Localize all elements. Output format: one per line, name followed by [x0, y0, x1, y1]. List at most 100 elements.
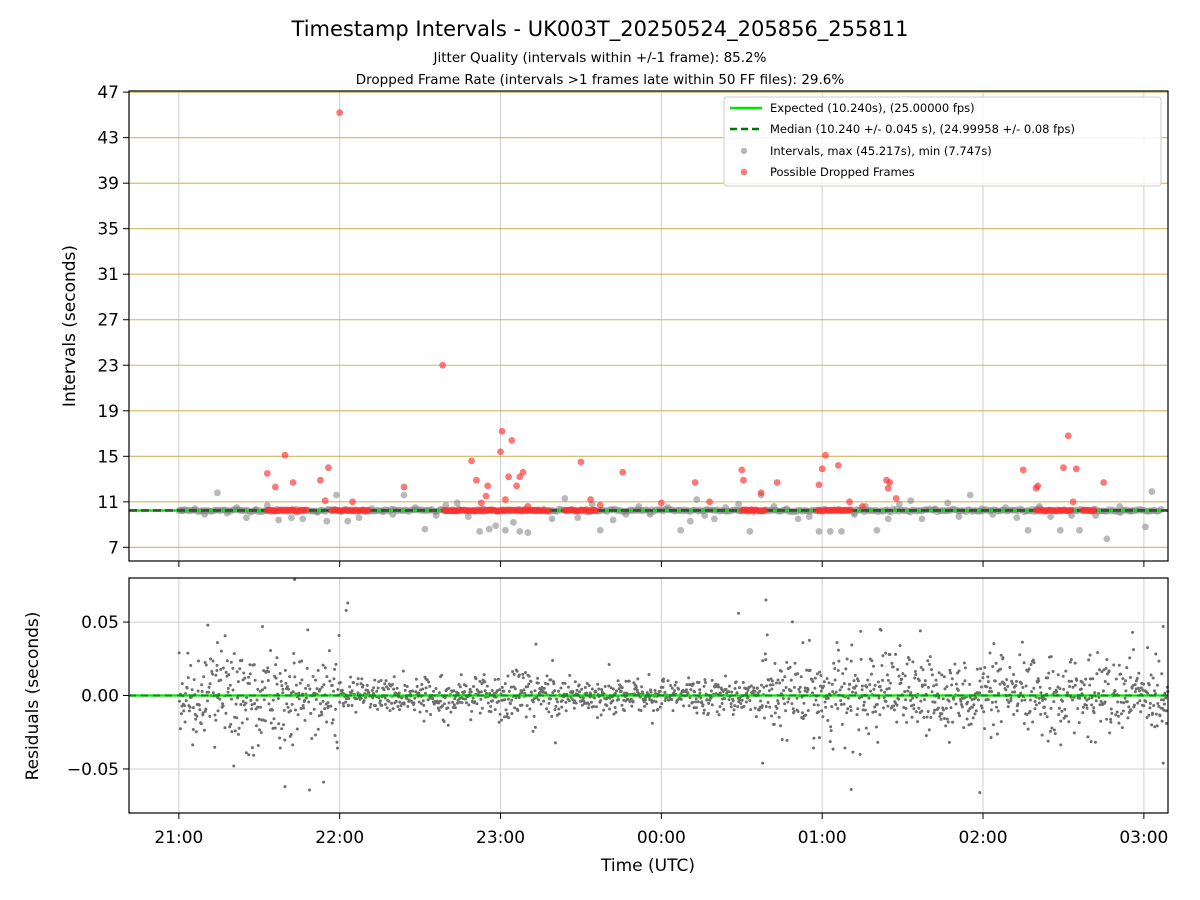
residual-point — [321, 663, 325, 667]
residual-point — [550, 714, 554, 718]
residual-point — [1062, 687, 1066, 691]
residual-point — [580, 687, 584, 691]
intervals-ytick-label-27: 27 — [97, 311, 119, 331]
residual-point — [1135, 677, 1139, 681]
residual-point — [1103, 680, 1107, 684]
residual-point — [822, 684, 826, 688]
residual-point — [825, 677, 829, 681]
residual-point — [920, 709, 924, 713]
residual-point — [1125, 700, 1129, 704]
residual-point — [799, 675, 803, 679]
dropped-frame-point — [1064, 432, 1072, 440]
residual-point — [828, 740, 832, 744]
residual-point — [943, 687, 947, 691]
residual-point — [1164, 709, 1168, 713]
residual-point — [1009, 699, 1013, 703]
residual-point — [373, 678, 377, 682]
residual-point — [1151, 711, 1155, 715]
residual-point — [1020, 699, 1024, 703]
residual-point — [929, 716, 933, 720]
residual-point — [184, 699, 188, 703]
residual-point — [369, 702, 373, 706]
dropped-frame-point — [577, 458, 585, 466]
residual-point — [1088, 677, 1092, 681]
residual-point — [985, 685, 989, 689]
residual-point — [276, 697, 280, 701]
interval-point — [1056, 526, 1064, 534]
residual-point — [312, 707, 316, 711]
residual-point — [834, 690, 838, 694]
residual-point — [1088, 653, 1092, 657]
residual-point — [986, 697, 990, 701]
residual-point — [773, 711, 777, 715]
residual-point — [255, 698, 259, 702]
residual-point — [954, 682, 958, 686]
residual-point — [844, 667, 848, 671]
residual-point — [203, 661, 207, 665]
residual-point — [932, 711, 936, 715]
residual-point — [656, 708, 660, 712]
residual-point — [873, 705, 877, 709]
residual-point — [703, 678, 707, 682]
residual-point — [663, 690, 667, 694]
residual-point — [694, 697, 698, 701]
residual-point — [1051, 670, 1055, 674]
residual-point — [283, 785, 287, 789]
residual-point — [192, 678, 196, 682]
residual-point — [857, 728, 861, 732]
residual-point — [674, 680, 678, 684]
residual-point — [282, 708, 286, 712]
residual-point — [939, 717, 943, 721]
residual-point — [1139, 710, 1143, 714]
residual-point — [314, 678, 318, 682]
residual-point — [377, 696, 381, 700]
residual-point — [859, 629, 863, 633]
residual-point — [1039, 691, 1043, 695]
residual-point — [845, 711, 849, 715]
residual-point — [292, 652, 296, 656]
residual-point — [1009, 696, 1013, 700]
residual-point — [277, 722, 281, 726]
residual-point — [236, 696, 240, 700]
residual-point — [693, 690, 697, 694]
residual-point — [493, 678, 497, 682]
residual-point — [447, 686, 451, 690]
residual-point — [552, 682, 556, 686]
residual-point — [703, 681, 707, 685]
residual-point — [983, 665, 987, 669]
residual-point — [231, 666, 235, 670]
residual-point — [609, 686, 613, 690]
residual-point — [767, 689, 771, 693]
residual-point — [332, 689, 336, 693]
residuals-points — [177, 577, 1170, 794]
residual-point — [190, 688, 194, 692]
residual-point — [364, 696, 368, 700]
residual-point — [1076, 707, 1080, 711]
residual-point — [294, 683, 298, 687]
residual-point — [587, 702, 591, 706]
legend-entry-median: Median (10.240 +/- 0.045 s), (24.99958 +… — [770, 122, 1075, 136]
residual-point — [732, 708, 736, 712]
residual-point — [1121, 677, 1125, 681]
residual-point — [214, 673, 218, 677]
residual-point — [376, 686, 380, 690]
residual-point — [247, 753, 251, 757]
residual-point — [922, 716, 926, 720]
residual-point — [350, 704, 354, 708]
residual-point — [328, 679, 332, 683]
residual-point — [537, 698, 541, 702]
residual-point — [892, 704, 896, 708]
residual-point — [996, 709, 1000, 713]
residual-point — [557, 712, 561, 716]
dropped-frame-point — [1067, 506, 1075, 514]
residual-point — [514, 696, 518, 700]
residual-point — [323, 707, 327, 711]
intervals-ytick-label-15: 15 — [97, 447, 119, 467]
intervals-points — [175, 488, 1165, 543]
residual-point — [249, 698, 253, 702]
residual-point — [305, 666, 309, 670]
residual-point — [1095, 672, 1099, 676]
x-tick-label-0200: 02:00 — [959, 828, 1008, 848]
residual-point — [1145, 716, 1149, 720]
residual-point — [199, 722, 203, 726]
